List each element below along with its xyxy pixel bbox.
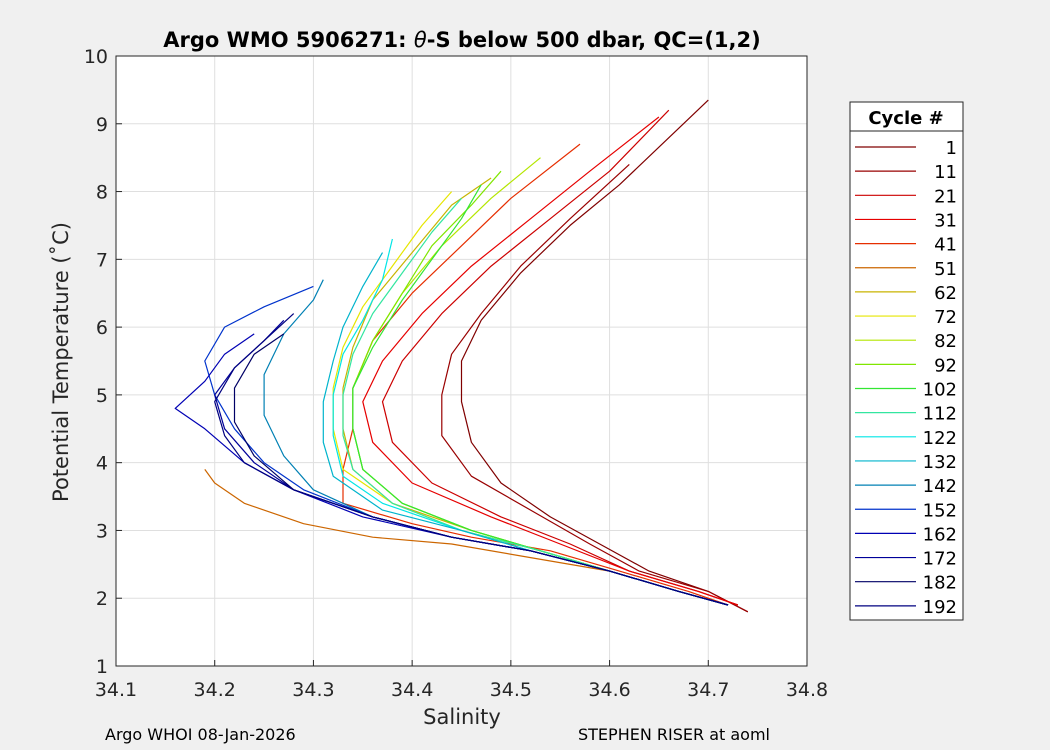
legend-label: 132	[923, 452, 957, 473]
legend-label: 102	[923, 380, 957, 401]
x-tick-label: 34.4	[391, 679, 433, 701]
y-tick-label: 6	[96, 317, 108, 339]
x-tick-labels: 34.1 34.2 34.3 34.4 34.5 34.6 34.7 34.8	[95, 679, 828, 701]
legend-label: 92	[934, 355, 957, 376]
y-tick-label: 2	[96, 588, 108, 610]
y-tick-label: 9	[96, 114, 108, 136]
series-cycle-31	[362, 116, 739, 606]
legend-label: 41	[934, 235, 957, 256]
x-tick-label: 34.7	[687, 679, 729, 701]
data-series	[174, 99, 749, 613]
series-cycle-21	[381, 109, 739, 606]
legend-label: 192	[923, 597, 957, 618]
axis-ticks	[115, 55, 808, 667]
legend-label: 82	[934, 331, 957, 352]
plot-border	[115, 55, 808, 667]
footer-right: STEPHEN RISER at aoml	[578, 725, 770, 744]
legend-label: 142	[923, 476, 957, 497]
x-tick-label: 34.1	[95, 679, 137, 701]
chart-title: Argo WMO 5906271: θ-S below 500 dbar, QC…	[163, 28, 760, 52]
legend-label: 122	[923, 428, 957, 449]
legend-label: 172	[923, 549, 957, 570]
y-tick-label: 7	[96, 249, 108, 271]
x-tick-label: 34.6	[588, 679, 630, 701]
legend-label: 21	[934, 186, 957, 207]
legend-label: 182	[923, 573, 957, 594]
y-tick-labels: 1 2 3 4 5 6 7 8 9 10	[84, 46, 108, 678]
legend-label: 51	[934, 259, 957, 280]
y-tick-label: 5	[96, 385, 108, 407]
chart-title-theta: θ	[414, 28, 427, 52]
series-cycle-11	[441, 163, 749, 613]
y-tick-label: 3	[96, 520, 108, 542]
x-tick-label: 34.2	[194, 679, 236, 701]
y-tick-label: 1	[96, 656, 108, 678]
y-tick-label: 10	[84, 46, 108, 68]
legend-items: 1112131415162728292102112122132142152162…	[855, 138, 957, 618]
chart-title-suffix: -S below 500 dbar, QC=(1,2)	[427, 28, 761, 52]
x-tick-label: 34.5	[490, 679, 532, 701]
legend-label: 62	[934, 283, 957, 304]
x-axis-label: Salinity	[423, 705, 501, 729]
y-tick-label: 8	[96, 182, 108, 204]
series-cycle-192	[214, 313, 729, 606]
legend-label: 72	[934, 307, 957, 328]
legend-title: Cycle #	[868, 108, 943, 129]
legend: Cycle # 11121314151627282921021121221321…	[849, 101, 964, 621]
legend-label: 152	[923, 500, 957, 521]
y-axis-label: Potential Temperature (˚C)	[49, 222, 73, 502]
footer-left: Argo WHOI 08-Jan-2026	[105, 725, 296, 744]
legend-label: 11	[934, 162, 957, 183]
legend-label: 162	[923, 524, 957, 545]
chart-title-prefix: Argo WMO 5906271:	[163, 28, 414, 52]
legend-label: 31	[934, 210, 957, 231]
legend-label: 112	[923, 404, 957, 425]
y-tick-label: 4	[96, 453, 108, 475]
series-cycle-1	[460, 99, 749, 613]
x-tick-label: 34.3	[292, 679, 334, 701]
x-tick-label: 34.8	[786, 679, 828, 701]
legend-label: 1	[946, 138, 957, 159]
